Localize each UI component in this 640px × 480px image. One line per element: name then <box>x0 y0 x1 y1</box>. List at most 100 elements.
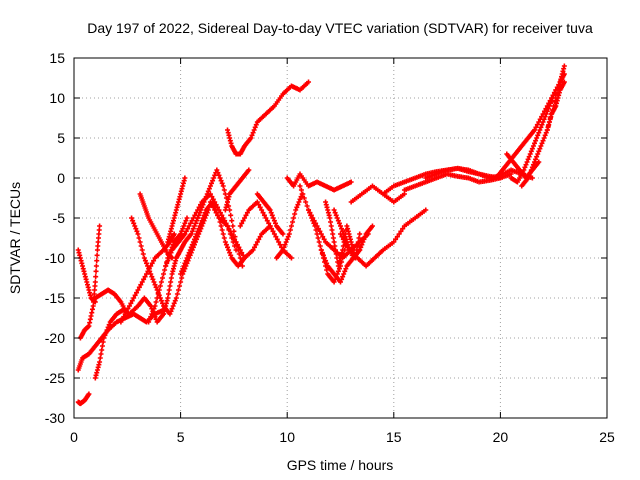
series-18 <box>237 199 294 261</box>
data-point <box>202 210 208 216</box>
data-point <box>153 284 159 290</box>
data-point <box>240 218 246 224</box>
series-17 <box>225 79 312 157</box>
data-point <box>206 186 212 192</box>
data-point <box>196 226 202 232</box>
data-point <box>251 127 257 133</box>
data-point <box>333 274 339 280</box>
data-point <box>141 276 147 282</box>
data-point <box>200 215 206 221</box>
data-point <box>525 175 531 181</box>
data-point <box>230 234 236 240</box>
data-point <box>357 247 363 253</box>
series-21 <box>284 171 354 193</box>
data-point <box>225 244 231 250</box>
data-point <box>532 140 538 146</box>
data-point <box>290 219 296 225</box>
data-point <box>198 207 204 213</box>
data-point <box>536 119 542 125</box>
data-point <box>94 258 100 264</box>
data-point <box>524 159 530 165</box>
data-point <box>270 215 276 221</box>
data-point <box>180 266 186 272</box>
data-point <box>189 242 195 248</box>
data-point <box>535 132 541 138</box>
data-point <box>186 250 192 256</box>
data-point <box>333 212 339 218</box>
data-point <box>147 316 153 322</box>
tick-layer: 0 5 10 15 20 25 -30 -25 -20 -15 -10 -5 0 5 10 15 <box>45 50 615 445</box>
data-point <box>130 218 136 224</box>
data-point <box>334 215 340 221</box>
data-point <box>295 202 301 208</box>
data-point <box>340 255 346 261</box>
data-point <box>264 218 270 224</box>
data-point <box>154 295 160 301</box>
data-point <box>286 231 292 237</box>
data-point <box>184 255 190 261</box>
y-tick-label: 10 <box>49 90 65 106</box>
data-point <box>252 124 258 130</box>
data-point <box>269 226 275 232</box>
data-point <box>138 282 144 288</box>
data-point <box>343 266 349 272</box>
data-point <box>227 250 233 256</box>
data-point <box>532 159 538 165</box>
data-point <box>538 124 544 130</box>
data-point <box>242 215 248 221</box>
data-point <box>544 108 550 114</box>
data-point <box>292 211 298 217</box>
data-point <box>182 231 188 237</box>
data-point <box>129 215 135 221</box>
data-point <box>134 290 140 296</box>
data-point <box>534 154 540 160</box>
data-point <box>342 247 348 253</box>
data-point <box>184 215 190 221</box>
data-point <box>193 220 199 226</box>
data-point <box>102 332 108 338</box>
data-point <box>152 314 158 320</box>
data-point <box>164 260 170 266</box>
data-point <box>133 226 139 232</box>
data-point <box>309 215 315 221</box>
data-point <box>308 212 314 218</box>
data-point <box>146 319 152 325</box>
data-point <box>280 247 286 253</box>
data-point <box>239 263 245 269</box>
series-19 <box>254 191 286 237</box>
data-point <box>542 132 548 138</box>
data-point <box>185 226 191 232</box>
data-point <box>234 242 240 248</box>
data-point <box>320 255 326 261</box>
data-point <box>149 311 155 317</box>
y-axis-label: SDTVAR / TECUs <box>7 182 23 294</box>
data-point <box>545 106 551 112</box>
data-point <box>528 167 534 173</box>
data-point <box>280 231 286 237</box>
data-point <box>93 263 99 269</box>
data-point <box>207 199 213 205</box>
data-point <box>246 167 252 173</box>
data-point <box>219 227 225 233</box>
data-point <box>155 291 161 297</box>
data-point <box>136 284 142 290</box>
data-point <box>178 279 184 285</box>
data-point <box>141 255 147 261</box>
data-point <box>170 303 176 309</box>
series-0 <box>75 391 92 407</box>
data-point <box>281 244 287 250</box>
data-point <box>359 242 365 248</box>
data-point <box>315 235 321 241</box>
data-point <box>177 283 183 289</box>
data-point <box>101 335 107 341</box>
data-point <box>317 243 323 249</box>
data-point <box>97 223 103 229</box>
data-point <box>150 308 156 314</box>
data-point <box>539 140 545 146</box>
data-point <box>291 215 297 221</box>
data-point <box>195 215 201 221</box>
data-point <box>153 299 159 305</box>
data-point <box>209 180 215 186</box>
data-point <box>423 207 429 213</box>
